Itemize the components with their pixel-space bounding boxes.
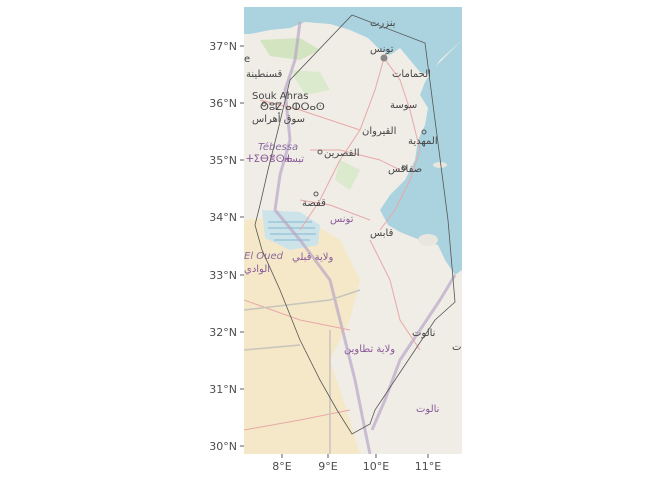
label-hammamet: الحمامات bbox=[392, 69, 431, 80]
label-souk-ahras: Souk Ahras bbox=[252, 91, 308, 102]
label-tunis: تونس bbox=[370, 44, 394, 55]
x-tick-10e: 10°E bbox=[363, 460, 389, 473]
label-kebili: ولاية قبلي bbox=[292, 252, 333, 263]
label-edge-t: ت bbox=[452, 342, 461, 353]
label-gabes: قابس bbox=[370, 228, 394, 239]
label-souk-ahras-arabic: سوق أهراس bbox=[252, 112, 305, 125]
label-edge-e: e bbox=[244, 54, 250, 65]
sfax-marker bbox=[401, 165, 407, 171]
label-sfax: صفاقس bbox=[388, 164, 422, 175]
axis-ticks bbox=[240, 45, 429, 458]
study-area-polygon bbox=[254, 14, 456, 435]
label-el-oued-arabic: الوادي bbox=[244, 264, 270, 275]
kasserine-marker bbox=[317, 149, 323, 155]
x-tick-11e: 11°E bbox=[415, 460, 441, 473]
mahdia-marker bbox=[421, 129, 427, 135]
y-tick-35n: 35°N bbox=[209, 154, 237, 167]
y-tick-32n: 32°N bbox=[209, 326, 237, 339]
basemap-tiles: بنزرت تونس الحمامات سوسة القيروان المهدي… bbox=[244, 7, 462, 454]
label-tebessa-arabic: تبسة bbox=[284, 154, 304, 165]
label-kairouan: القيروان bbox=[362, 126, 396, 137]
label-tebessa: Tébessa bbox=[258, 141, 298, 153]
label-tebessa-tifinagh: ⵜⵉⴱⴻⵙⵜ bbox=[246, 154, 293, 165]
x-tick-9e: 9°E bbox=[318, 460, 337, 473]
roads bbox=[244, 57, 421, 431]
y-tick-36n: 36°N bbox=[209, 97, 237, 110]
label-mahdia: المهدية bbox=[408, 136, 438, 147]
y-tick-33n: 33°N bbox=[209, 269, 237, 282]
y-tick-30n: 30°N bbox=[209, 440, 237, 453]
tunis-marker bbox=[380, 54, 388, 62]
label-bizerte: بنزرت bbox=[370, 18, 396, 29]
label-sousse: سوسة bbox=[390, 100, 417, 111]
label-tunisia: تونس bbox=[330, 214, 354, 225]
souk-ahras-marker bbox=[261, 101, 267, 107]
label-gafsa: قفصة bbox=[302, 198, 326, 209]
x-tick-8e: 8°E bbox=[272, 460, 291, 473]
label-kasserine: القصرين bbox=[324, 148, 359, 159]
label-nalut-2: نالوت bbox=[416, 404, 439, 415]
label-nalut-1: نالوت bbox=[412, 328, 435, 339]
label-el-oued: El Oued bbox=[244, 251, 284, 262]
label-constantine: قسنطينة bbox=[246, 69, 283, 80]
y-tick-31n: 31°N bbox=[209, 383, 237, 396]
label-tataouine: ولاية تطاوين bbox=[344, 344, 395, 355]
gafsa-marker bbox=[313, 191, 319, 197]
y-tick-37n: 37°N bbox=[209, 40, 237, 53]
label-souk-ahras-tifinagh: ⵙⵓⵇ ⴰⵀⵔⴰⵙ bbox=[260, 102, 325, 113]
y-tick-34n: 34°N bbox=[209, 211, 237, 224]
